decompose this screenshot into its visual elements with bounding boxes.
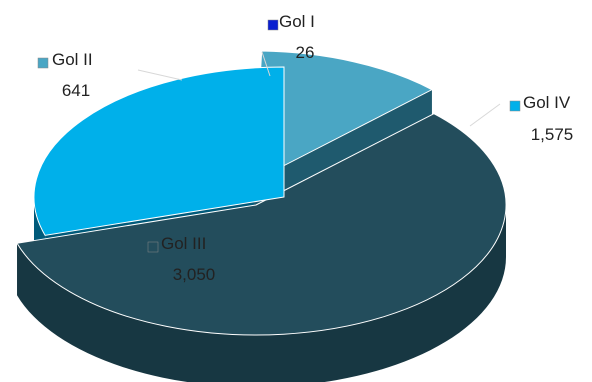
- slice-tops: [16, 50, 507, 336]
- slice-gol-iv: [33, 66, 285, 236]
- slice-labels: Gol I 26 Gol II 641 Gol III 3,050 Gol IV 1,575: [37, 12, 574, 284]
- slice-label-gol-iv: Gol IV: [523, 93, 571, 112]
- slice-gol-ii: [253, 50, 434, 182]
- legend-marker-gol-iii: [147, 241, 159, 253]
- leader-lines: [137, 51, 501, 127]
- slice-label-gol-iii: Gol III: [161, 234, 206, 253]
- leader-line-gol-iv: [469, 103, 501, 127]
- slice-value-gol-i: 26: [296, 43, 315, 62]
- legend-marker-gol-i: [267, 19, 279, 31]
- leader-line-gol-ii: [137, 69, 183, 81]
- leader-line-gol-i: [261, 51, 271, 77]
- slice-value-gol-iv: 1,575: [531, 125, 574, 144]
- legend-marker-gol-ii: [37, 57, 49, 69]
- slice-value-gol-iii: 3,050: [173, 265, 216, 284]
- slice-gol-iii: [16, 113, 507, 336]
- slice-label-gol-i: Gol I: [279, 12, 315, 31]
- slice-label-gol-ii: Gol II: [52, 50, 93, 69]
- slice-value-gol-ii: 641: [62, 81, 90, 100]
- legend-marker-gol-iv: [509, 100, 521, 112]
- slice-side-gol-iii: [17, 205, 506, 382]
